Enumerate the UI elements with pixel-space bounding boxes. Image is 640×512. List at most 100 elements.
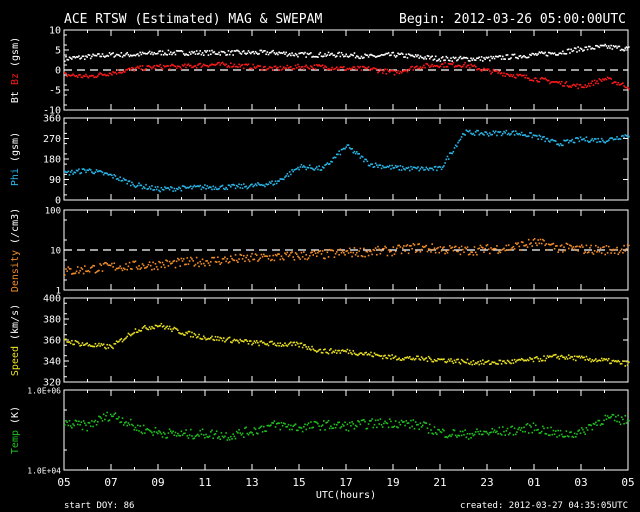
- speed-data-point: [612, 359, 615, 362]
- temp-ylabel-part: Temp: [10, 430, 21, 454]
- btbz-data-point: [201, 65, 204, 67]
- speed-data-point: [492, 361, 495, 364]
- speed-data-point: [129, 334, 132, 337]
- btbz-data-point: [328, 54, 331, 56]
- phi-data-point: [424, 168, 426, 171]
- phi-data-point: [228, 184, 231, 187]
- density-data-point: [483, 251, 485, 253]
- phi-data-point: [464, 134, 466, 136]
- temp-data-point: [610, 415, 612, 418]
- speed-data-point: [489, 363, 491, 366]
- temp-data-point: [107, 420, 110, 422]
- btbz-data-point: [169, 51, 172, 53]
- btbz-data-point: [312, 55, 315, 58]
- temp-data-point: [303, 425, 305, 428]
- phi-data-point: [492, 130, 495, 133]
- phi-data-point: [542, 136, 544, 138]
- density-data-point: [325, 249, 327, 251]
- speed-data-point: [613, 360, 616, 363]
- density-data-point: [363, 247, 365, 250]
- btbz-data-point: [168, 53, 171, 55]
- density-data-point: [401, 247, 404, 249]
- speed-data-point: [420, 356, 423, 358]
- temp-data-point: [514, 433, 517, 436]
- temp-data-point: [224, 435, 226, 438]
- btbz-data-point: [226, 66, 229, 68]
- temp-data-point: [596, 424, 598, 426]
- speed-data-point: [169, 328, 172, 330]
- phi-data-point: [401, 165, 404, 168]
- speed-data-point: [84, 343, 86, 346]
- temp-data-point: [141, 432, 144, 435]
- speed-data-point: [343, 350, 345, 352]
- phi-data-point: [154, 186, 157, 188]
- density-data-point: [434, 251, 437, 254]
- speed-data-point: [194, 334, 197, 336]
- speed-data-point: [287, 343, 290, 346]
- temp-data-point: [338, 421, 340, 424]
- btbz-data-point: [506, 73, 509, 76]
- speed-ytick-label: 340: [43, 357, 61, 368]
- density-data-point: [408, 245, 411, 247]
- phi-data-point: [87, 169, 90, 172]
- btbz-data-point: [93, 76, 96, 79]
- phi-data-point: [469, 129, 471, 132]
- phi-data-point: [460, 136, 463, 138]
- btbz-data-point: [513, 76, 516, 79]
- phi-data-point: [376, 164, 378, 166]
- speed-data-point: [604, 358, 607, 361]
- phi-data-point: [82, 168, 85, 170]
- density-data-point: [416, 250, 418, 252]
- phi-data-point: [491, 133, 494, 136]
- phi-data-point: [562, 144, 564, 147]
- temp-data-point: [142, 424, 145, 427]
- temp-data-point: [171, 432, 173, 434]
- btbz-data-point: [547, 79, 550, 82]
- temp-data-point: [410, 419, 412, 422]
- temp-data-point: [78, 420, 80, 423]
- btbz-data-point: [194, 53, 197, 55]
- temp-data-point: [472, 434, 475, 437]
- speed-data-point: [291, 344, 293, 347]
- density-data-point: [579, 246, 582, 248]
- btbz-data-point: [88, 75, 91, 77]
- phi-data-point: [523, 134, 525, 136]
- temp-data-point: [154, 426, 157, 429]
- density-data-point: [109, 264, 112, 267]
- btbz-data-point: [179, 50, 181, 52]
- speed-data-point: [511, 359, 514, 361]
- btbz-data-point: [64, 72, 66, 74]
- btbz-data-point: [518, 55, 521, 58]
- phi-data-point: [208, 186, 211, 188]
- btbz-data-point: [518, 73, 521, 76]
- density-data-point: [367, 254, 370, 257]
- temp-data-point: [98, 415, 100, 418]
- density-data-point: [376, 253, 378, 256]
- temp-data-point: [177, 432, 179, 435]
- btbz-data-point: [550, 52, 552, 55]
- speed-data-point: [174, 327, 177, 330]
- speed-data-point: [152, 327, 154, 329]
- btbz-data-point: [84, 58, 86, 61]
- temp-data-point: [565, 430, 568, 432]
- temp-data-point: [277, 422, 279, 424]
- temp-data-point: [173, 434, 176, 437]
- btbz-data-point: [599, 44, 602, 47]
- speed-data-point: [419, 359, 422, 361]
- temp-data-point: [212, 437, 214, 440]
- phi-data-point: [235, 184, 238, 187]
- temp-data-point: [386, 422, 389, 425]
- btbz-data-point: [208, 50, 211, 52]
- density-data-point: [293, 259, 296, 261]
- density-data-point: [421, 245, 424, 248]
- density-data-point: [271, 258, 273, 261]
- phi-data-point: [288, 171, 291, 173]
- density-data-point: [158, 260, 160, 263]
- btbz-data-point: [477, 68, 479, 70]
- density-data-point: [546, 249, 549, 251]
- density-data-point: [235, 259, 238, 262]
- btbz-data-point: [189, 64, 192, 67]
- btbz-data-point: [270, 51, 272, 54]
- phi-data-point: [615, 138, 617, 140]
- phi-data-point: [374, 162, 377, 165]
